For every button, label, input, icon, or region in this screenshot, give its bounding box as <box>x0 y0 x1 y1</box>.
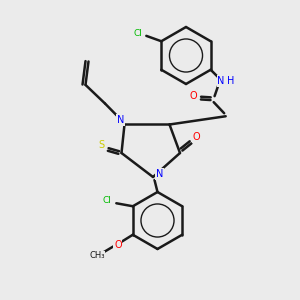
Text: O: O <box>193 132 201 142</box>
Text: O: O <box>190 91 197 100</box>
Text: Cl: Cl <box>134 29 142 38</box>
Text: O: O <box>114 240 122 250</box>
Text: N: N <box>156 169 163 179</box>
Text: CH₃: CH₃ <box>89 251 105 260</box>
Text: N: N <box>117 115 124 125</box>
Text: H: H <box>227 76 235 86</box>
Text: S: S <box>98 140 104 150</box>
Text: Cl: Cl <box>103 196 112 205</box>
Text: N: N <box>218 76 225 86</box>
